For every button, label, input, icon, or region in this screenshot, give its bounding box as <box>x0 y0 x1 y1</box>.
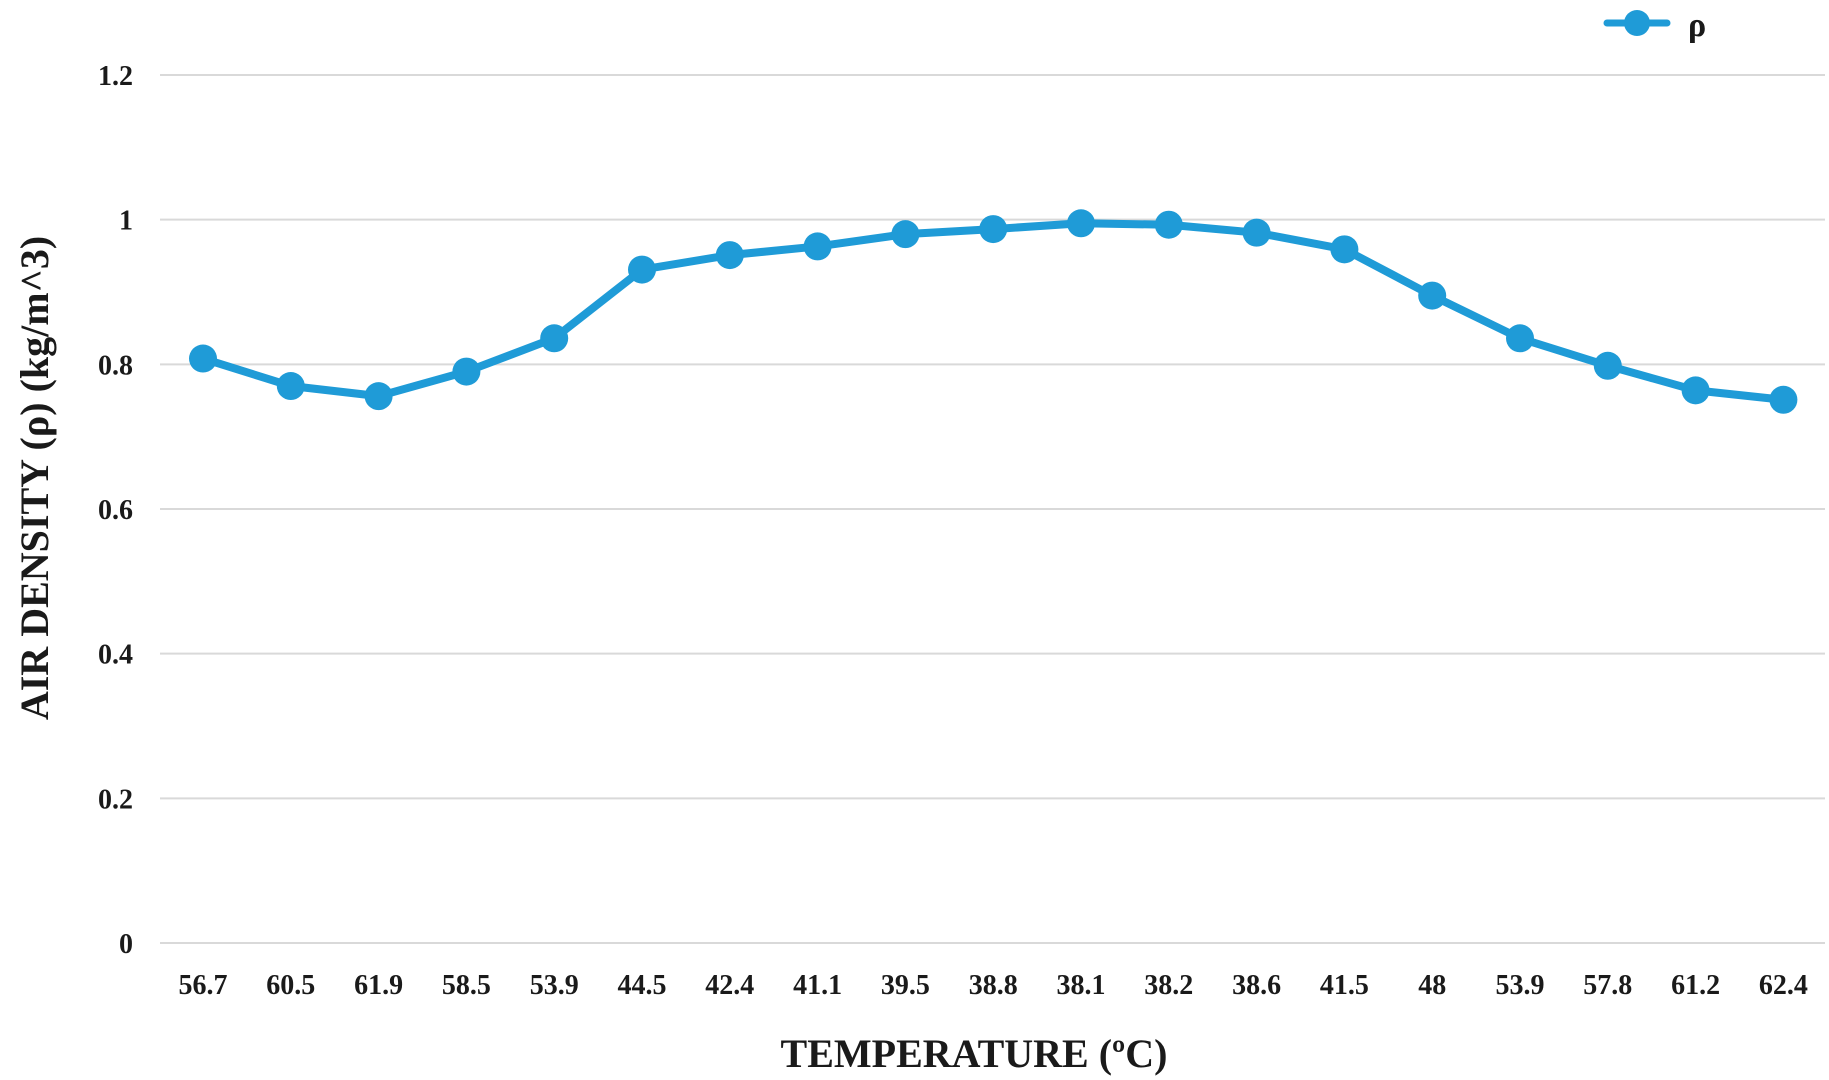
data-point <box>540 324 569 353</box>
x-tick-label: 38.1 <box>1057 970 1106 1001</box>
data-point <box>189 344 217 373</box>
data-point <box>1418 281 1447 310</box>
legend-point-marker <box>1624 10 1650 36</box>
y-tick-label: 0.6 <box>98 495 133 526</box>
data-point <box>452 357 481 386</box>
y-tick-label: 0.2 <box>98 784 133 815</box>
x-tick-label: 38.8 <box>969 970 1018 1001</box>
data-point <box>1067 209 1095 238</box>
data-point <box>364 382 393 411</box>
x-tick-label: 53.9 <box>1496 970 1545 1001</box>
x-tick-label: 60.5 <box>266 970 315 1001</box>
data-point <box>276 372 305 401</box>
y-axis-ticks: 0 0.2 0.4 0.6 0.8 1 1.2 <box>98 61 133 960</box>
x-tick-label: 44.5 <box>618 970 667 1001</box>
data-point <box>1769 385 1798 414</box>
x-tick-label: 53.9 <box>530 970 579 1001</box>
x-tick-label: 58.5 <box>442 970 491 1001</box>
data-point <box>1681 376 1710 405</box>
legend: ρ <box>1603 7 1706 44</box>
data-point <box>1506 324 1534 353</box>
x-axis-ticks: 56.7 60.5 61.9 58.5 53.9 44.5 42.4 41.1 39.5 38.8… <box>179 970 1808 1001</box>
data-point <box>715 241 744 270</box>
x-axis-title: TEMPERATURE (ºC) <box>781 1031 1168 1076</box>
data-point <box>1593 351 1622 380</box>
x-tick-label: 57.8 <box>1583 970 1632 1001</box>
data-point <box>803 232 832 261</box>
data-point <box>979 215 1008 244</box>
data-point <box>891 220 920 249</box>
gridlines <box>160 74 1825 944</box>
series-layer <box>189 209 1798 414</box>
x-tick-label: 48 <box>1418 970 1446 1001</box>
y-axis-title: AIR DENSITY (ρ) (kg/m^3) <box>12 236 57 720</box>
x-tick-label: 41.5 <box>1320 970 1369 1001</box>
x-tick-label: 39.5 <box>881 970 930 1001</box>
data-point <box>1154 210 1183 239</box>
x-tick-label: 38.6 <box>1232 970 1281 1001</box>
x-tick-label: 41.1 <box>793 970 842 1001</box>
y-tick-label: 1.2 <box>98 61 133 92</box>
x-tick-label: 56.7 <box>179 970 228 1001</box>
legend-label: ρ <box>1688 7 1706 44</box>
y-tick-label: 0 <box>119 929 133 960</box>
series-line <box>199 219 1788 404</box>
x-tick-label: 62.4 <box>1759 970 1808 1001</box>
x-tick-label: 61.2 <box>1671 970 1720 1001</box>
data-point <box>1330 235 1359 264</box>
data-point <box>628 255 656 284</box>
x-tick-label: 38.2 <box>1144 970 1193 1001</box>
data-point <box>1242 218 1271 247</box>
y-tick-label: 1 <box>119 206 133 237</box>
y-tick-label: 0.4 <box>98 640 133 671</box>
x-tick-label: 61.9 <box>354 970 403 1001</box>
x-tick-label: 42.4 <box>705 970 754 1001</box>
y-tick-label: 0.8 <box>98 350 133 381</box>
